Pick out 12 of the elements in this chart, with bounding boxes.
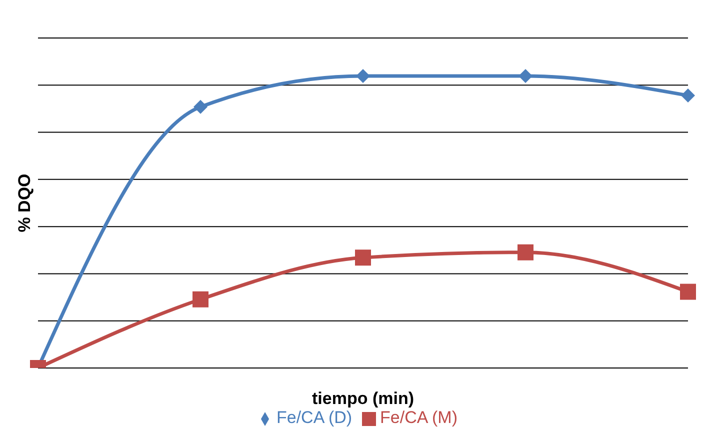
y-axis-title: % DQO <box>15 174 34 232</box>
point <box>518 68 532 83</box>
point <box>356 68 370 83</box>
point <box>681 88 695 103</box>
point <box>518 244 534 260</box>
point <box>680 284 696 300</box>
legend-label: Fe/CA (M) <box>380 408 458 427</box>
legend-label: Fe/CA (D) <box>276 408 352 427</box>
point <box>355 250 371 266</box>
x-axis-title: tiempo (min) <box>312 389 414 408</box>
point <box>192 291 208 308</box>
point <box>194 100 208 114</box>
